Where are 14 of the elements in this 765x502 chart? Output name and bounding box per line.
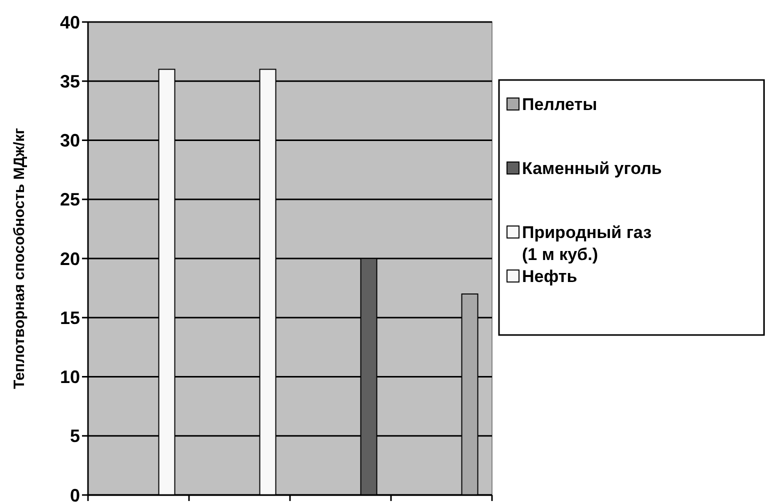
y-tick-label: 15	[60, 308, 80, 328]
legend-label: Природный газ (1 м куб.)	[522, 223, 652, 264]
y-tick-label: 40	[60, 12, 80, 32]
legend-label: Нефть	[522, 267, 578, 286]
y-tick-label: 25	[60, 190, 80, 210]
y-tick-label: 30	[60, 130, 80, 151]
legend-label: Пеллеты	[522, 95, 598, 114]
legend-label: Каменный уголь	[522, 159, 662, 178]
y-tick-label: 20	[60, 248, 80, 269]
y-axis-title: Теплотворная способность МДж/кг	[11, 128, 28, 389]
y-tick-label: 35	[60, 71, 80, 92]
y-tick-label: 5	[70, 426, 80, 446]
y-tick-label: 10	[60, 367, 80, 388]
y-tick-label: 0	[70, 485, 80, 502]
